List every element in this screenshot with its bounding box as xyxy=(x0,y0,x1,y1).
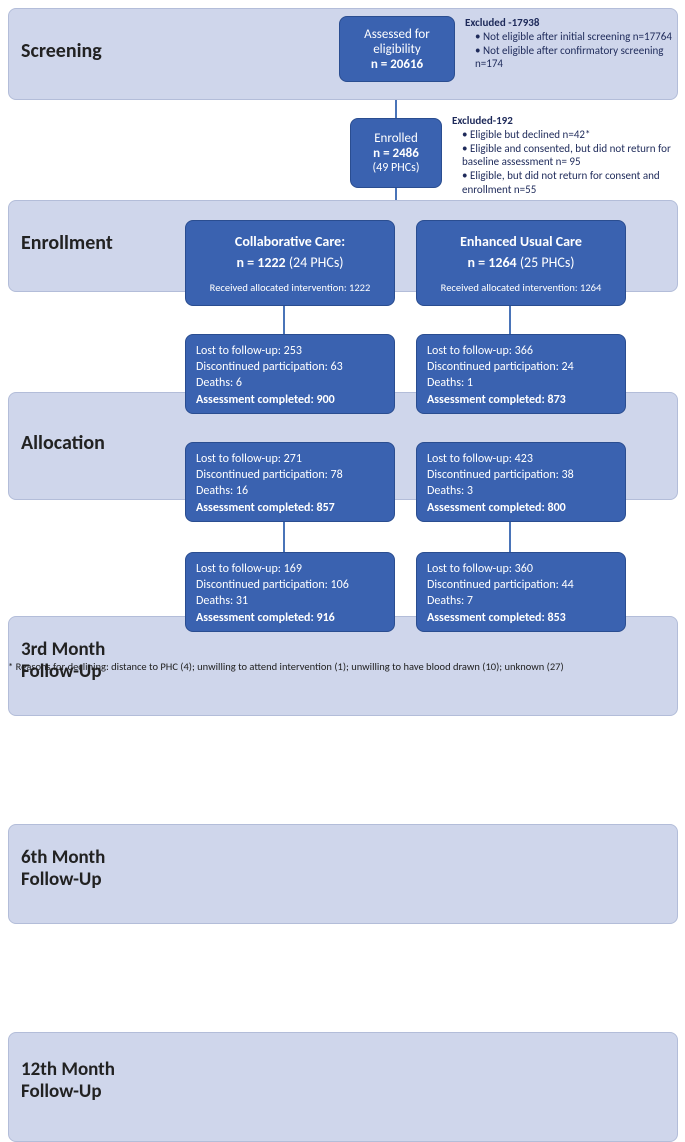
enroll-ex1: Eligible but declined n=42* xyxy=(462,128,676,142)
m6-cc-lost: Lost to follow-up: 271 xyxy=(196,451,384,467)
row-m12: 12th MonthFollow-Up xyxy=(8,1032,678,1142)
m12-eu-death: Deaths: 7 xyxy=(427,593,615,609)
m12-cc-done: Assessment completed: 916 xyxy=(196,610,384,626)
m3-cc-done: Assessment completed: 900 xyxy=(196,392,384,408)
m12-cc-disc: Discontinued participation: 106 xyxy=(196,577,384,593)
m3-eu-done: Assessment completed: 873 xyxy=(427,392,615,408)
fu-m6-eu: Lost to follow-up: 423 Discontinued part… xyxy=(416,442,626,522)
row-label-m12: 12th MonthFollow-Up xyxy=(21,1059,115,1103)
m12-eu-disc: Discontinued participation: 44 xyxy=(427,577,615,593)
box-eu: Enhanced Usual Care n = 1264 (25 PHCs) R… xyxy=(416,220,626,306)
row-label-allocation: Allocation xyxy=(21,431,105,455)
cc-n-line: n = 1222 (24 PHCs) xyxy=(190,254,390,271)
m6-eu-death: Deaths: 3 xyxy=(427,483,615,499)
eu-rec: Received allocated intervention: 1264 xyxy=(421,281,621,294)
fu-m12-cc: Lost to follow-up: 169 Discontinued part… xyxy=(185,552,395,632)
enroll-n: n = 2486 xyxy=(355,146,437,161)
fu-m3-eu: Lost to follow-up: 366 Discontinued part… xyxy=(416,334,626,414)
m3-cc-death: Deaths: 6 xyxy=(196,375,384,391)
cc-rec: Received allocated intervention: 1222 xyxy=(190,281,390,294)
side-screening-excluded: Excluded -17938 Not eligible after initi… xyxy=(465,16,675,71)
footnote: * Reasons for declining: distance to PHC… xyxy=(8,660,677,673)
eu-n-line: n = 1264 (25 PHCs) xyxy=(421,254,621,271)
box-enrollment: Enrolled n = 2486 (49 PHCs) xyxy=(350,118,442,188)
m6-cc-death: Deaths: 16 xyxy=(196,483,384,499)
screen-n: n = 20616 xyxy=(344,57,450,72)
m12-eu-done: Assessment completed: 853 xyxy=(427,610,615,626)
row-m6: 6th MonthFollow-Up xyxy=(8,824,678,924)
m3-cc-lost: Lost to follow-up: 253 xyxy=(196,343,384,359)
screen-ex-hd: Excluded -17938 xyxy=(465,16,675,30)
row-label-m6: 6th MonthFollow-Up xyxy=(21,847,105,891)
box-screening: Assessed for eligibility n = 20616 xyxy=(339,16,455,82)
m3-eu-disc: Discontinued participation: 24 xyxy=(427,359,615,375)
m12-cc-lost: Lost to follow-up: 169 xyxy=(196,561,384,577)
m6-eu-done: Assessment completed: 800 xyxy=(427,500,615,516)
m6-cc-disc: Discontinued participation: 78 xyxy=(196,467,384,483)
row-label-enrollment: Enrollment xyxy=(21,231,113,255)
eu-title: Enhanced Usual Care xyxy=(421,233,621,250)
fu-m6-cc: Lost to follow-up: 271 Discontinued part… xyxy=(185,442,395,522)
cc-title: Collaborative Care: xyxy=(190,233,390,250)
side-enroll-excluded: Excluded-192 Eligible but declined n=42*… xyxy=(452,114,676,197)
m3-cc-disc: Discontinued participation: 63 xyxy=(196,359,384,375)
m12-cc-death: Deaths: 31 xyxy=(196,593,384,609)
enroll-sub: (49 PHCs) xyxy=(355,161,437,175)
screen-ex2: Not eligible after confirmatory screenin… xyxy=(475,44,675,72)
row-label-screening: Screening xyxy=(21,39,102,63)
fu-m3-cc: Lost to follow-up: 253 Discontinued part… xyxy=(185,334,395,414)
m3-eu-death: Deaths: 1 xyxy=(427,375,615,391)
box-cc: Collaborative Care: n = 1222 (24 PHCs) R… xyxy=(185,220,395,306)
m6-eu-lost: Lost to follow-up: 423 xyxy=(427,451,615,467)
enroll-title: Enrolled xyxy=(355,131,437,146)
fu-m12-eu: Lost to follow-up: 360 Discontinued part… xyxy=(416,552,626,632)
m6-cc-done: Assessment completed: 857 xyxy=(196,500,384,516)
enroll-ex-hd: Excluded-192 xyxy=(452,114,676,128)
m3-eu-lost: Lost to follow-up: 366 xyxy=(427,343,615,359)
screen-title: Assessed for eligibility xyxy=(344,27,450,57)
m6-eu-disc: Discontinued participation: 38 xyxy=(427,467,615,483)
screen-ex1: Not eligible after initial screening n=1… xyxy=(475,30,675,44)
enroll-ex3: Eligible, but did not return for consent… xyxy=(462,169,676,197)
enroll-ex2: Eligible and consented, but did not retu… xyxy=(462,142,676,170)
m12-eu-lost: Lost to follow-up: 360 xyxy=(427,561,615,577)
